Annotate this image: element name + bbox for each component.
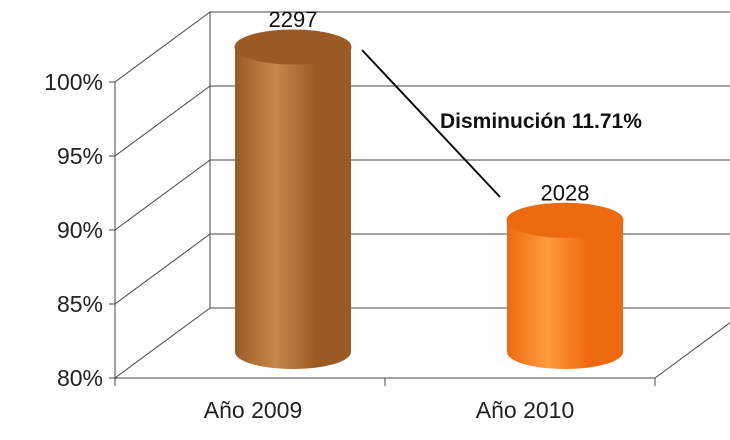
gridline-diagonal: [114, 159, 211, 231]
bar-top: [234, 29, 352, 65]
bar-body: [507, 220, 623, 369]
annotation-text: Disminución 11.71%: [440, 110, 642, 133]
x-tick-label: Año 2009: [204, 397, 302, 423]
data-label: 2028: [541, 180, 590, 205]
gridline-diagonal: [114, 233, 211, 305]
y-tick-label: 85%: [57, 291, 103, 317]
annotation-line: [361, 49, 501, 198]
annotation: Disminución 11.71%: [361, 49, 642, 198]
gridline-diagonal: [114, 85, 211, 157]
y-tick-label: 100%: [44, 69, 103, 95]
data-label: 2297: [269, 7, 318, 32]
y-tick-label: 90%: [57, 217, 103, 243]
gridline-diagonal: [114, 307, 211, 379]
bar-año-2009: [234, 29, 352, 369]
bar-año-2010: [506, 202, 624, 369]
floor-edge: [654, 322, 730, 379]
bar-body: [235, 47, 351, 369]
y-tick-label: 80%: [57, 365, 103, 391]
bar-top: [506, 202, 624, 238]
grid-lines: [109, 11, 730, 386]
y-tick-label: 95%: [57, 143, 103, 169]
gridline-diagonal: [114, 11, 211, 83]
data-labels: 2297 2028: [269, 7, 590, 205]
y-axis-ticks: 80% 85% 90% 95% 100%: [44, 69, 103, 391]
bars: [234, 29, 624, 369]
x-axis-labels: Año 2009 Año 2010: [204, 397, 574, 423]
x-tick-label: Año 2010: [476, 397, 574, 423]
